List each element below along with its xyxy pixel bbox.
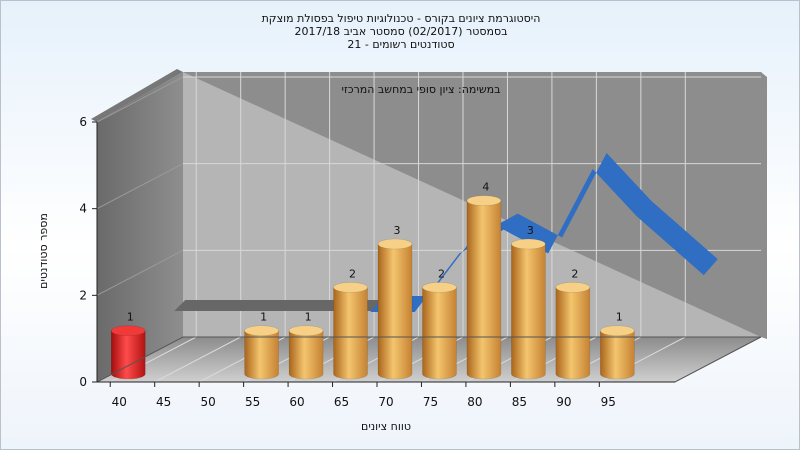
bar: 2 — [422, 267, 457, 380]
bar-body — [555, 287, 591, 380]
bar-body — [333, 287, 368, 380]
bar-body — [288, 330, 324, 380]
bar: 1 — [244, 311, 279, 380]
bar-cap — [333, 282, 368, 293]
bar-value-label: 4 — [482, 181, 489, 194]
bar-cap — [555, 282, 591, 293]
bar-cap — [466, 195, 502, 206]
bar-cap — [511, 238, 546, 250]
bar-body — [110, 330, 146, 380]
bar-value-label: 3 — [394, 224, 401, 237]
reference-band — [174, 300, 386, 311]
bar: 2 — [333, 267, 368, 380]
bar-value-label: 2 — [349, 267, 356, 280]
x-tick-label: 55 — [245, 395, 260, 409]
bar: 1 — [600, 311, 635, 380]
x-axis-ticks: 40 45 50 55 60 65 70 75 80 85 90 95 — [109, 382, 616, 409]
x-tick-label: 70 — [378, 395, 393, 409]
bar-value-label: 1 — [305, 311, 312, 324]
bar: 3 — [377, 224, 413, 380]
bar-body — [466, 200, 502, 380]
bar-value-label: 1 — [127, 311, 134, 324]
bar-cap — [422, 282, 457, 293]
bar-value-label: 1 — [260, 311, 267, 324]
bar: 2 — [555, 267, 591, 380]
grid-line-floor — [154, 336, 241, 383]
y-tick-label: 4 — [79, 202, 87, 216]
bar-cap — [600, 325, 635, 336]
y-tick-label: 0 — [79, 375, 87, 389]
x-tick-label: 95 — [601, 395, 616, 409]
bar-value-label: 1 — [616, 311, 623, 324]
x-tick-label: 50 — [201, 395, 216, 409]
x-tick-label: 80 — [467, 395, 482, 409]
bar-value-label: 3 — [527, 224, 534, 237]
bar: 4 — [466, 181, 502, 380]
bar-body — [511, 243, 546, 380]
left-wall-top-edge — [91, 69, 183, 122]
grid-line-left — [96, 249, 184, 296]
bar-value-label: 2 — [571, 267, 578, 280]
bar-cap — [288, 325, 324, 336]
grid-line-left — [96, 163, 184, 210]
x-axis-title: טווח ציונים — [361, 420, 411, 433]
y-axis-ticks: 0 2 4 6 — [79, 115, 97, 389]
x-tick-label: 45 — [156, 395, 171, 409]
y-tick-label: 2 — [79, 288, 87, 302]
bar-body — [377, 243, 413, 380]
bar: 3 — [511, 224, 546, 380]
bar: 1 — [110, 311, 146, 380]
x-tick-label: 75 — [423, 395, 438, 409]
x-tick-label: 65 — [334, 395, 349, 409]
left-wall — [97, 72, 183, 382]
bar-body — [422, 287, 457, 380]
bar-body — [244, 330, 279, 380]
bar-cap — [110, 325, 146, 336]
x-tick-label: 40 — [112, 395, 127, 409]
grid-line-left — [96, 76, 184, 123]
x-tick-label: 60 — [289, 395, 304, 409]
bar: 1 — [288, 311, 324, 380]
chart-title-line-1: היסטוגרמת ציונים בקורס - טכנולוגיות טיפו… — [261, 12, 541, 25]
chart-title-line-2: בסמסטר (02/2017) סמסטר אביב 2017/18 — [294, 25, 508, 38]
bars-group: 1 1 1 2 3 2 4 3 2 1 — [110, 181, 635, 380]
bar-cap — [377, 238, 413, 250]
bar-cap — [244, 325, 279, 336]
series-ribbon — [370, 153, 718, 312]
y-axis-title: מספר סטודנטים — [37, 213, 50, 289]
bar-value-label: 2 — [438, 267, 445, 280]
chart-title-line-3: סטודנטים רשומים - 21 — [347, 38, 455, 51]
y-tick-label: 6 — [79, 115, 87, 129]
x-tick-label: 85 — [512, 395, 527, 409]
x-tick-label: 90 — [556, 395, 571, 409]
chart-subtitle: במשימה: ציון סופי במחשב המרכזי — [341, 83, 500, 96]
bar-body — [600, 330, 635, 380]
